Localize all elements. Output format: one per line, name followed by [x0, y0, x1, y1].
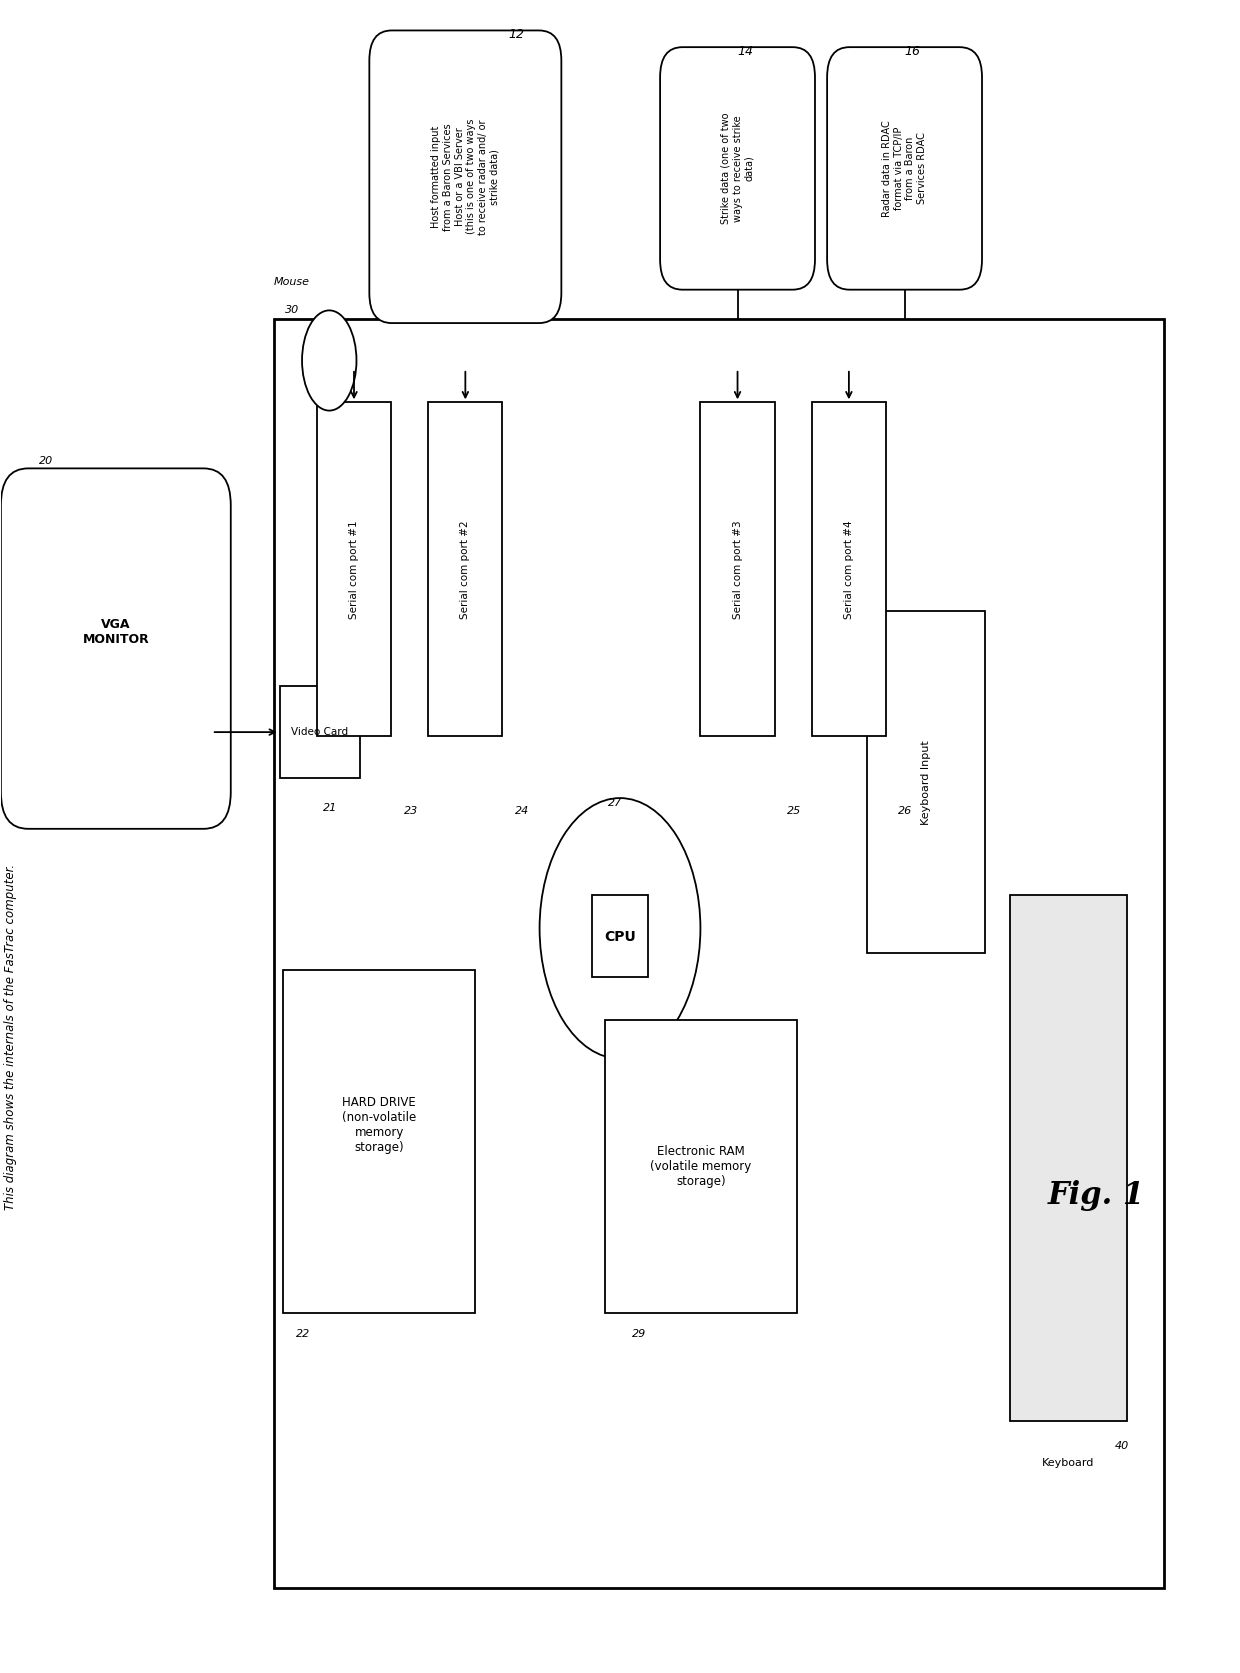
Bar [605, 1021, 797, 1313]
Text: 26: 26 [898, 806, 913, 816]
Text: 21: 21 [324, 803, 337, 813]
Bar [593, 895, 647, 977]
Bar [812, 402, 887, 736]
Text: Strike data (one of two
ways to receive strike
data): Strike data (one of two ways to receive … [720, 112, 754, 224]
Text: 16: 16 [904, 45, 920, 59]
Text: Host formatted input
from a Baron Services
Host or a VBI Server
(this is one of : Host formatted input from a Baron Servic… [432, 119, 500, 234]
Text: 27: 27 [608, 798, 622, 808]
Text: 14: 14 [738, 45, 754, 59]
Text: Radar data in RDAC
format via TCP/IP
from a Baron
Services RDAC: Radar data in RDAC format via TCP/IP fro… [882, 120, 928, 217]
Text: 12: 12 [508, 28, 525, 42]
Text: Serial com port #1: Serial com port #1 [348, 520, 360, 619]
Text: HARD DRIVE
(non-volatile
memory
storage): HARD DRIVE (non-volatile memory storage) [342, 1096, 417, 1154]
Text: This diagram shows the internals of the FasTrac computer.: This diagram shows the internals of the … [4, 863, 16, 1210]
Bar [868, 611, 985, 954]
Text: CPU: CPU [604, 930, 636, 944]
Ellipse shape [303, 311, 356, 410]
FancyBboxPatch shape [1, 468, 231, 828]
Text: Keyboard Input: Keyboard Input [921, 739, 931, 825]
Bar [274, 320, 1164, 1588]
Text: 20: 20 [38, 455, 53, 465]
Text: 23: 23 [403, 806, 418, 816]
Ellipse shape [539, 798, 701, 1059]
Bar [701, 402, 775, 736]
Text: 22: 22 [296, 1330, 310, 1338]
Text: VGA
MONITOR: VGA MONITOR [82, 617, 149, 646]
Bar [317, 402, 391, 736]
Text: Keyboard: Keyboard [1043, 1457, 1095, 1467]
Text: Serial com port #2: Serial com port #2 [460, 520, 470, 619]
Bar [280, 686, 360, 778]
Text: 24: 24 [515, 806, 529, 816]
Text: Video Card: Video Card [291, 728, 348, 738]
Bar [1009, 895, 1127, 1420]
Text: Mouse: Mouse [274, 278, 310, 288]
Bar [428, 402, 502, 736]
Text: 40: 40 [1115, 1440, 1130, 1450]
Text: 30: 30 [285, 306, 299, 316]
Text: Serial com port #3: Serial com port #3 [733, 520, 743, 619]
Bar [284, 970, 475, 1313]
Text: Serial com port #4: Serial com port #4 [844, 520, 854, 619]
FancyBboxPatch shape [660, 47, 815, 289]
Text: Fig. 1: Fig. 1 [1048, 1179, 1145, 1211]
FancyBboxPatch shape [827, 47, 982, 289]
Text: 29: 29 [632, 1330, 646, 1338]
Text: Electronic RAM
(volatile memory
storage): Electronic RAM (volatile memory storage) [651, 1144, 751, 1188]
FancyBboxPatch shape [370, 30, 562, 323]
Text: 25: 25 [787, 806, 801, 816]
